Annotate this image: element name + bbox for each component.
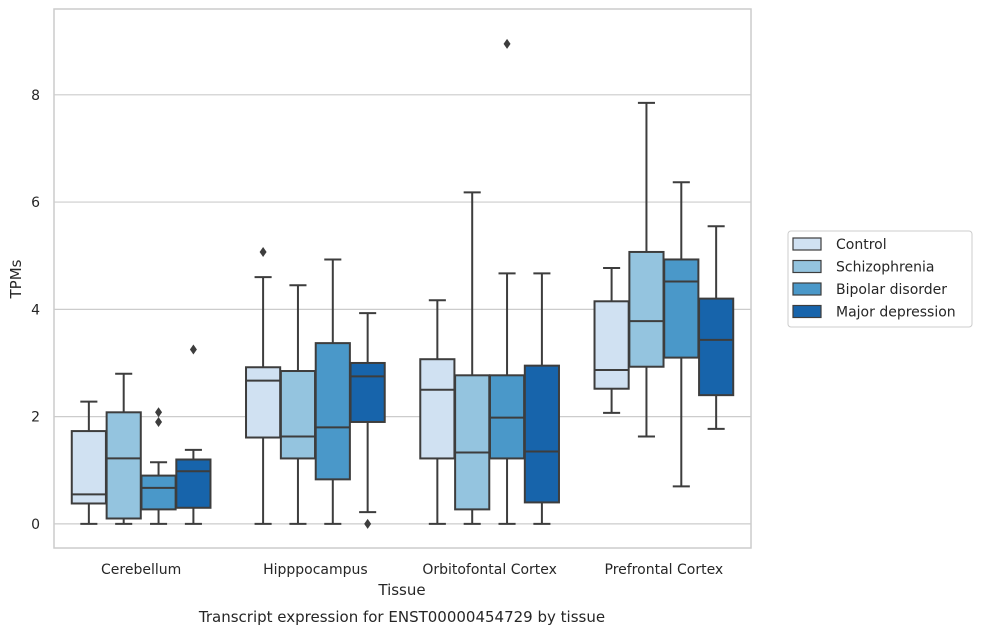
box-group: [663, 181, 700, 488]
box-group: [593, 267, 630, 414]
x-axis-ticks: Cerebellum Hipppocampus Orbitofontal Corte…: [101, 562, 723, 578]
legend-label: Schizophrenia: [836, 260, 934, 276]
x-tick-label: Prefrontal Cortex: [605, 562, 724, 578]
outlier-point: [503, 38, 511, 49]
x-tick-label: Hipppocampus: [263, 562, 368, 578]
box-group: [314, 258, 351, 525]
box-iqr: [245, 366, 282, 439]
box-iqr: [454, 374, 491, 511]
outlier-point: [155, 407, 163, 418]
box-iqr: [175, 458, 212, 509]
y-tick-label: 4: [31, 302, 40, 318]
box-group: [454, 191, 491, 525]
box-group: [140, 407, 177, 525]
legend-swatch: [792, 282, 822, 296]
y-tick-label: 6: [31, 195, 40, 211]
box-iqr: [593, 300, 630, 390]
box-group: [698, 225, 735, 430]
box-group: [488, 38, 526, 525]
gridlines: [54, 94, 751, 525]
box-group: [523, 272, 560, 525]
y-tick-label: 2: [31, 410, 40, 426]
box-group: [279, 284, 317, 525]
box-iqr: [314, 342, 351, 481]
legend-label: Bipolar disorder: [836, 282, 947, 298]
box-iqr: [698, 297, 735, 397]
legend-swatch: [792, 259, 822, 274]
box-group: [70, 400, 107, 525]
outlier-point: [364, 518, 372, 529]
legend-frame: [787, 230, 973, 328]
box-iqr: [628, 250, 665, 368]
legend-label: Control: [836, 237, 887, 253]
x-axis-label: Tissue: [377, 581, 425, 599]
y-tick-label: 8: [31, 88, 40, 104]
chart-title: Transcript expression for ENST0000045472…: [198, 608, 605, 626]
box-group: [105, 372, 142, 525]
x-tick-label: Cerebellum: [101, 562, 181, 578]
box-iqr: [140, 474, 177, 511]
box-iqr: [349, 361, 386, 423]
x-tick-label: Orbitofontal Cortex: [422, 562, 557, 578]
y-axis-label: TPMs: [7, 259, 25, 299]
legend: Control Schizophrenia Bipolar disorder Majo…: [787, 230, 973, 328]
box-iqr: [105, 411, 142, 520]
box-iqr: [70, 430, 107, 505]
box-group: [349, 312, 386, 529]
box-iqr: [663, 258, 700, 359]
box-iqr: [523, 364, 560, 504]
legend-label: Major depression: [836, 305, 956, 321]
y-tick-label: 0: [31, 517, 40, 533]
box-group: [175, 344, 212, 525]
legend-swatch: [792, 304, 822, 319]
box-iqr: [419, 358, 456, 460]
plot-area-frame: [53, 8, 752, 549]
box-group: [628, 101, 665, 438]
box-group: [245, 246, 282, 525]
legend-swatch: [792, 237, 822, 251]
outlier-point: [155, 416, 163, 427]
outlier-point: [259, 246, 267, 257]
box-group: [419, 299, 456, 525]
outlier-point: [189, 344, 197, 355]
boxes: [70, 38, 735, 529]
y-axis-ticks: 0 2 4 6 8: [31, 88, 40, 533]
box-iqr: [279, 370, 317, 460]
